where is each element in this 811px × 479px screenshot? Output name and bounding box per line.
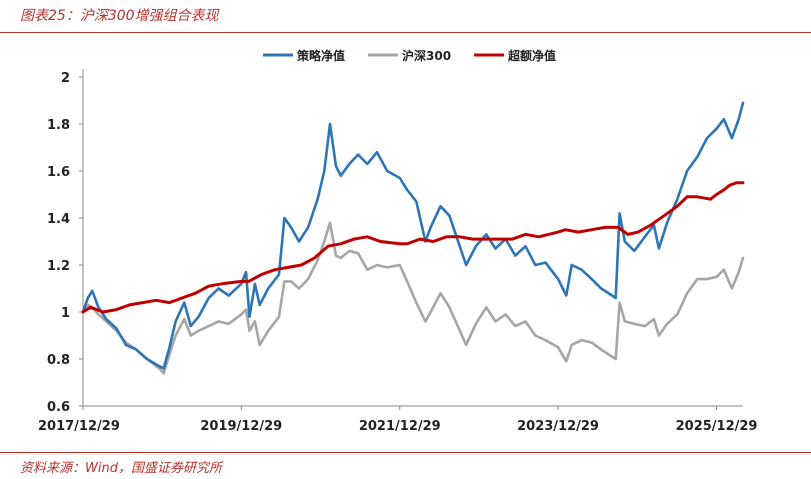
- y-tick-label: 0.6: [47, 400, 70, 415]
- x-tick-label: 2021/12/29: [359, 419, 441, 434]
- x-axis: 2017/12/29 2019/12/29 2021/12/29 2023/12/29…: [38, 405, 758, 434]
- series-line-0: [81, 101, 745, 370]
- series-line-2: [81, 181, 745, 314]
- y-axis: 0.6 0.8 1 1.2 1.4 1.6 1.8 2: [47, 69, 84, 415]
- legend-label-0: 策略净值: [297, 48, 345, 63]
- legend-label-1: 沪深300: [402, 48, 451, 63]
- x-tick-label: 2025/12/29: [676, 419, 758, 434]
- y-tick-label: 1.6: [47, 165, 70, 180]
- y-tick-label: 1.4: [47, 212, 70, 227]
- series-layer: [81, 101, 745, 375]
- caption-rule: [0, 32, 811, 33]
- series-line-1: [81, 221, 745, 375]
- x-tick-label: 2017/12/29: [38, 419, 120, 434]
- y-tick-label: 2: [61, 71, 70, 86]
- source-rule: [0, 452, 811, 453]
- figure-caption: 图表25：沪深300增强组合表现: [20, 8, 219, 24]
- y-tick-label: 1.8: [47, 118, 70, 133]
- source-note: 资料来源：Wind，国盛证券研究所: [20, 461, 222, 476]
- legend: 策略净值 沪深300 超额净值: [263, 48, 556, 63]
- x-tick-label: 2023/12/29: [517, 419, 599, 434]
- x-tick-label: 2019/12/29: [200, 419, 282, 434]
- y-tick-label: 1: [61, 306, 70, 321]
- y-tick-label: 0.8: [47, 353, 70, 368]
- legend-label-2: 超额净值: [507, 48, 556, 63]
- y-tick-label: 1.2: [47, 259, 70, 274]
